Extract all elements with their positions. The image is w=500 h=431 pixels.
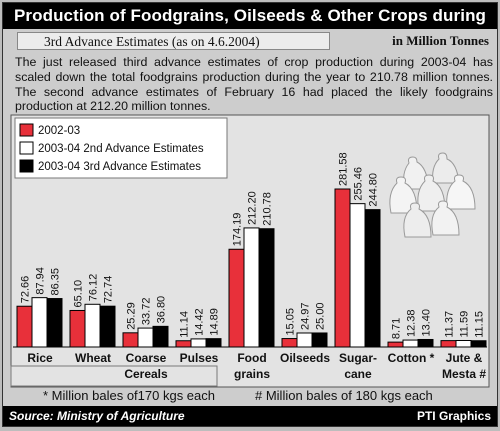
value-label: 13.40 (421, 309, 433, 337)
cotton-footnote: * Million bales of170 kgs each (43, 388, 215, 403)
publisher-credit: PTI Graphics (416, 409, 491, 423)
bar (84, 303, 101, 348)
grouping-bracket (10, 365, 218, 387)
bar (402, 339, 419, 348)
category-label: grains (234, 367, 270, 381)
value-label: 255.46 (353, 167, 365, 201)
value-label: 25.29 (126, 302, 138, 330)
bar (152, 325, 169, 348)
legend-box (14, 117, 228, 179)
value-label: 65.10 (73, 280, 85, 308)
category-label: Cereals (124, 367, 168, 381)
bar (205, 338, 222, 348)
bars-group (13, 188, 487, 348)
value-label: 86.35 (50, 268, 62, 296)
category-label: Coarse (126, 351, 167, 365)
source-credit: Source: Ministry of Agriculture (9, 409, 185, 423)
subtitle: 3rd Advance Estimates (as on 4.6.2004) (17, 32, 330, 50)
legend-label: 2003-04 2nd Advance Estimates (38, 143, 204, 155)
bar (440, 340, 457, 348)
category-label: cane (344, 367, 372, 381)
value-label: 212.20 (247, 191, 259, 225)
bar (364, 209, 381, 348)
value-label: 36.80 (156, 296, 168, 324)
value-label: 76.12 (88, 274, 100, 302)
value-label: 244.80 (368, 173, 380, 207)
legend-swatch (19, 159, 34, 173)
value-label: 14.89 (209, 308, 221, 336)
bar (16, 305, 33, 348)
category-label: Sugar- (339, 351, 377, 365)
category-label: Rice (27, 351, 53, 365)
value-label: 11.59 (459, 311, 471, 338)
category-label: Cotton * (388, 351, 435, 365)
infographic: Production of Foodgrains, Oilseeds & Oth… (2, 2, 498, 427)
legend-swatch (19, 123, 34, 137)
bar-chart: 2002-03 2003-04 2nd Advance Estimates 2003… (10, 114, 490, 388)
subtitle-row: 3rd Advance Estimates (as on 4.6.2004) i… (3, 30, 497, 52)
value-label: 174.19 (232, 213, 244, 247)
bar (334, 188, 351, 348)
bar (99, 305, 116, 348)
grain-sacks-icon (389, 152, 476, 238)
category-label: Wheat (75, 351, 111, 365)
bar (311, 332, 328, 348)
jute-footnote: # Million bales of 180 kgs each (255, 388, 433, 403)
footnotes: * Million bales of170 kgs each # Million… (3, 387, 497, 406)
category-label: Food (237, 351, 266, 365)
bar (31, 297, 48, 348)
value-label: 210.78 (262, 192, 274, 226)
value-label: 12.38 (406, 310, 418, 338)
category-label: Jute & (446, 351, 483, 365)
legend-swatch (19, 141, 34, 155)
bar (296, 332, 313, 348)
category-label: Oilseeds (280, 351, 330, 365)
footer-bar (3, 406, 497, 426)
legend-label: 2002-03 (38, 125, 80, 137)
value-label: 87.94 (35, 267, 47, 295)
value-label: 15.05 (285, 308, 297, 336)
units-label: in Million Tonnes (392, 33, 489, 48)
bar (228, 248, 245, 348)
category-label: Pulses (180, 351, 219, 365)
bar (243, 227, 260, 348)
bar (190, 338, 207, 348)
value-label: 14.42 (194, 308, 206, 336)
bar (137, 327, 154, 348)
value-label: 33.72 (141, 298, 153, 326)
value-label: 72.74 (103, 276, 115, 304)
bar (281, 338, 298, 348)
value-label: 11.14 (179, 311, 191, 338)
value-label: 24.97 (300, 302, 312, 330)
value-labels-group: 72.66 87.94 86.35 65.10 76.12 72.74 25.29 33.72… (20, 152, 486, 339)
value-label: 11.15 (474, 311, 486, 338)
legend: 2002-03 2003-04 2nd Advance Estimates 2003… (19, 123, 204, 173)
value-label: 72.66 (20, 276, 32, 304)
legend-label: 2003-04 3rd Advance Estimates (38, 161, 201, 173)
bar (46, 298, 63, 348)
value-label: 8.71 (391, 318, 403, 339)
bar (175, 340, 192, 348)
category-label: Mesta # (442, 367, 486, 381)
bar (258, 228, 275, 348)
bar (387, 341, 404, 348)
bar (417, 338, 434, 348)
intro-paragraph: The just released third advance estimate… (15, 55, 493, 114)
bar (349, 203, 366, 348)
bar (122, 332, 139, 348)
value-label: 281.58 (338, 152, 350, 186)
value-label: 25.00 (315, 302, 327, 330)
bar (455, 339, 472, 348)
bar (470, 340, 487, 348)
category-labels-group: Rice Wheat Coarse Cereals Pulses Food grains Oi… (27, 351, 486, 381)
value-label: 11.37 (444, 311, 456, 338)
bar (69, 309, 86, 348)
